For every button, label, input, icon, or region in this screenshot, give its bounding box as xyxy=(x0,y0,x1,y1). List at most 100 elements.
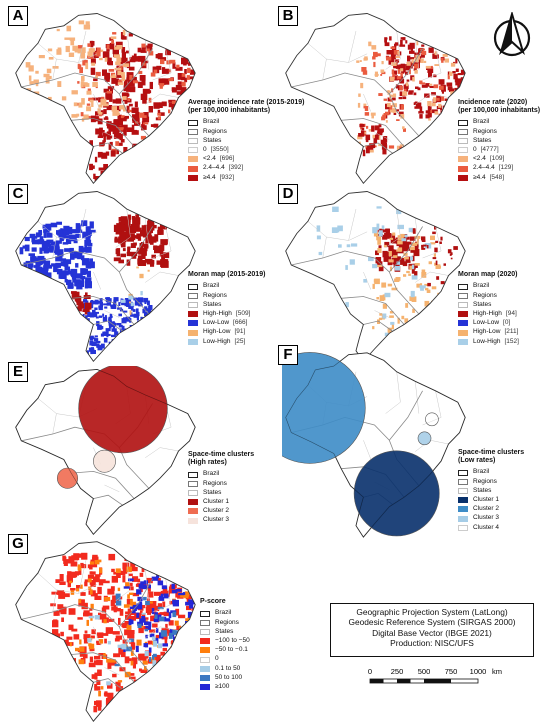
municipality-patch xyxy=(143,244,149,249)
municipality-patch xyxy=(147,231,152,239)
state-border xyxy=(145,271,179,283)
municipality-patch xyxy=(124,301,130,306)
municipality-patch xyxy=(151,576,159,581)
municipality-patch xyxy=(97,324,102,330)
municipality-patch xyxy=(169,629,173,636)
municipality-patch xyxy=(128,103,133,107)
municipality-patch xyxy=(159,102,163,108)
municipality-patch xyxy=(98,113,102,117)
legend-label: 0 xyxy=(215,655,219,663)
municipality-patch xyxy=(177,81,182,85)
state-border xyxy=(414,39,420,70)
municipality-patch xyxy=(394,43,397,47)
municipality-patch xyxy=(115,681,121,686)
municipality-patch xyxy=(380,69,385,73)
municipality-patch xyxy=(413,92,417,96)
municipality-patch xyxy=(89,608,93,611)
municipality-patch xyxy=(159,228,163,234)
municipality-patch xyxy=(106,332,109,338)
municipality-patch xyxy=(117,114,122,122)
municipality-patch xyxy=(65,263,69,271)
municipality-patch xyxy=(168,99,176,103)
municipality-patch xyxy=(163,252,170,259)
legend-b: Incidence rate (2020) (per 100,000 inhab… xyxy=(458,99,540,182)
municipality-patch xyxy=(93,78,98,82)
municipality-patch xyxy=(84,302,92,310)
municipality-patch xyxy=(82,47,86,53)
municipality-patch xyxy=(77,64,82,69)
municipality-patch xyxy=(151,254,156,259)
brazil-map xyxy=(285,191,466,363)
municipality-patch xyxy=(96,345,101,348)
municipality-patch xyxy=(101,633,109,636)
municipality-patch xyxy=(386,90,391,93)
municipality-patch xyxy=(145,308,150,312)
municipality-patch xyxy=(382,114,386,119)
municipality-patch xyxy=(130,314,134,317)
legend-row-class: −50 to −0.1 xyxy=(200,646,250,655)
legend-row-states: States xyxy=(188,300,265,309)
municipality-patch xyxy=(405,64,408,69)
municipality-patch xyxy=(106,137,111,140)
municipality-patch xyxy=(433,74,437,78)
municipality-patch xyxy=(162,647,167,652)
legend-swatch xyxy=(188,138,198,145)
municipality-patch xyxy=(153,654,161,662)
municipality-patch xyxy=(110,150,116,157)
municipality-patch xyxy=(130,601,137,606)
municipality-patch xyxy=(424,93,430,98)
legend-label: Regions xyxy=(215,618,239,626)
municipality-patch xyxy=(98,582,104,586)
municipality-patch xyxy=(165,48,171,56)
municipality-patch xyxy=(73,634,80,640)
municipality-patch xyxy=(436,276,440,280)
municipality-patch xyxy=(57,604,64,610)
panel-label: A xyxy=(8,6,28,26)
municipality-patch xyxy=(61,617,64,622)
municipality-patch xyxy=(97,151,103,158)
cluster-circle-2 xyxy=(282,352,366,464)
municipality-patch xyxy=(99,127,103,133)
state-border xyxy=(374,132,390,140)
state-border xyxy=(52,58,57,81)
municipality-patch xyxy=(73,102,78,107)
municipality-patch xyxy=(112,631,120,635)
municipality-patch xyxy=(80,592,86,596)
municipality-patch xyxy=(418,48,422,54)
municipality-patch xyxy=(56,268,63,275)
municipality-patch xyxy=(141,612,146,615)
municipality-patch xyxy=(89,656,94,663)
municipality-patch xyxy=(80,584,83,589)
municipality-patch xyxy=(149,656,152,662)
municipality-patch xyxy=(363,104,366,109)
municipality-patch xyxy=(102,313,105,317)
legend-row-regions: Regions xyxy=(458,291,519,300)
municipality-patch xyxy=(102,103,109,107)
municipality-patch xyxy=(117,142,123,146)
municipality-patch xyxy=(122,575,126,583)
municipality-patch xyxy=(108,69,115,72)
municipality-patch xyxy=(148,51,154,56)
municipality-patch xyxy=(141,567,145,573)
municipality-patch xyxy=(430,242,436,245)
municipality-patch xyxy=(73,239,78,244)
municipality-patch xyxy=(102,140,105,146)
municipality-patch xyxy=(142,62,146,66)
legend-count: [152] xyxy=(504,337,519,345)
municipality-patch xyxy=(409,265,413,270)
municipality-patch xyxy=(86,103,91,106)
municipality-patch xyxy=(113,257,121,262)
municipality-patch xyxy=(60,261,65,267)
municipality-patch xyxy=(119,134,123,141)
municipality-patch xyxy=(128,295,134,300)
municipality-patch xyxy=(126,625,132,630)
municipality-patch xyxy=(155,54,159,59)
legend-row-class: Cluster 2 xyxy=(188,507,254,516)
municipality-patch xyxy=(362,149,366,157)
municipality-patch xyxy=(73,251,81,259)
municipality-patch xyxy=(62,235,69,239)
municipality-patch xyxy=(118,617,121,625)
municipality-patch xyxy=(387,261,393,266)
municipality-patch xyxy=(68,624,74,631)
state-border xyxy=(93,626,102,646)
